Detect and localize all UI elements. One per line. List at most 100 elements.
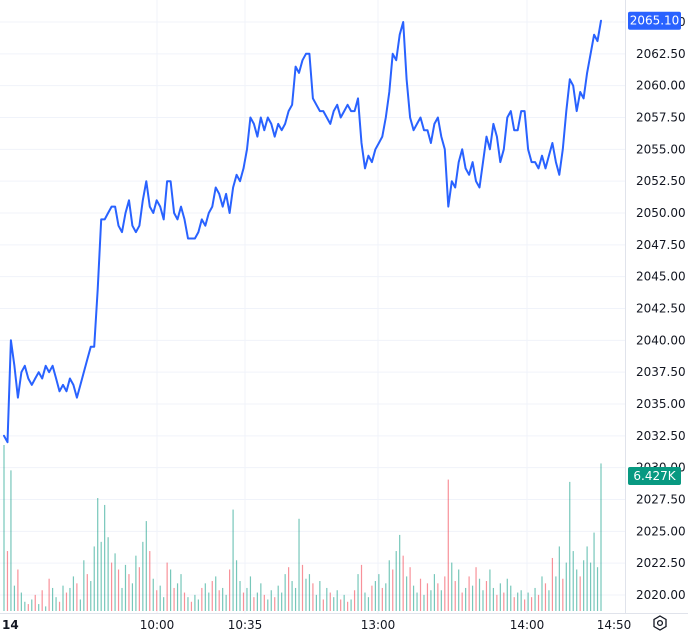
volume-bar <box>204 583 206 611</box>
volume-bar <box>97 498 99 611</box>
volume-bar <box>3 445 5 611</box>
volume-bar <box>419 578 422 611</box>
volume-bar <box>593 532 595 611</box>
price-tick-label: 2025.00 <box>636 524 686 538</box>
last-price-label: 2065.10 <box>630 14 680 28</box>
volume-bar <box>555 576 557 611</box>
volume-bar <box>527 592 529 611</box>
volume-bar <box>530 597 533 611</box>
volume-bar <box>131 583 134 611</box>
volume-bar <box>24 601 26 611</box>
volume-bar <box>336 590 338 611</box>
volume-bar <box>454 581 456 611</box>
price-tick-label: 2040.00 <box>636 333 686 347</box>
volume-bar <box>322 599 324 611</box>
price-tick-label: 2042.50 <box>636 302 686 316</box>
volume-bar <box>142 541 144 611</box>
volume-bar <box>412 585 415 611</box>
volume-bar <box>281 592 283 611</box>
volume-bar <box>426 583 429 611</box>
volume-bar <box>423 594 425 611</box>
volume-bar <box>329 592 331 611</box>
price-tick-label: 2060.00 <box>636 79 686 93</box>
time-axis[interactable]: 14 10:00 10:35 13:00 14:00 14:50 <box>2 618 631 632</box>
volume-bar <box>392 569 394 611</box>
price-tick-label: 2035.00 <box>636 397 686 411</box>
volume-bar <box>301 564 304 611</box>
volume-bar <box>58 601 61 611</box>
volume-bar <box>437 583 439 611</box>
price-tick-label: 2027.50 <box>636 493 686 507</box>
volume-bar <box>572 551 574 611</box>
volume-bar <box>267 599 269 611</box>
volume-bar <box>596 567 599 611</box>
volume-bar <box>190 601 193 611</box>
volume-bar <box>93 546 95 611</box>
volume-bar <box>579 576 581 611</box>
volume-bar <box>499 583 501 611</box>
price-axis[interactable]: 2020.002022.502025.002027.502030.002032.… <box>636 15 686 602</box>
volume-bar <box>444 576 446 611</box>
volume-bar <box>38 604 40 611</box>
volume-bar <box>503 592 505 611</box>
volume-bar <box>489 569 491 611</box>
volume-bar <box>510 585 512 611</box>
volume-bar <box>256 592 258 611</box>
volume-bar <box>517 592 519 611</box>
volume-bar <box>367 597 370 611</box>
volume-bar <box>152 578 154 611</box>
volume-bar <box>350 599 352 611</box>
volume-bar <box>357 574 359 611</box>
volume-bar <box>319 581 321 611</box>
price-tick-label: 2047.50 <box>636 238 686 252</box>
volume-bar <box>263 594 265 611</box>
volume-bar <box>371 585 373 611</box>
chart-settings-button[interactable] <box>650 613 670 633</box>
price-tick-label: 2050.00 <box>636 206 686 220</box>
volume-bar <box>409 567 411 611</box>
volume-bar <box>215 576 217 611</box>
volume-bar <box>173 587 175 611</box>
volume-bar <box>274 597 276 611</box>
volume-bar <box>326 587 328 611</box>
volume-bar <box>55 597 57 611</box>
volume-bar <box>72 576 75 611</box>
volume-bar <box>468 576 470 611</box>
volume-bar <box>197 599 199 611</box>
volume-bar <box>534 587 536 611</box>
volume-bar <box>558 546 560 611</box>
volume-bar <box>6 551 9 611</box>
volume-bar <box>461 592 463 611</box>
volume-bar <box>537 594 540 611</box>
volume-bar <box>187 597 189 611</box>
time-tick-label: 13:00 <box>361 618 396 632</box>
volume-bar <box>253 597 255 611</box>
volume-bar <box>551 557 554 611</box>
volume-bar <box>159 585 161 611</box>
volume-bar <box>211 581 213 611</box>
volume-bar <box>62 585 64 611</box>
volume-bar <box>364 592 366 611</box>
last-volume-label: 6.427K <box>633 469 676 483</box>
price-tick-label: 2045.00 <box>636 270 686 284</box>
volume-bar <box>440 590 442 611</box>
price-tick-label: 2052.50 <box>636 174 686 188</box>
volume-bar <box>478 578 481 611</box>
volume-bar <box>312 583 314 611</box>
price-tick-label: 2020.00 <box>636 588 686 602</box>
volume-bar <box>229 569 231 611</box>
volume-bar <box>385 583 387 611</box>
volume-bar <box>145 521 147 611</box>
volume-bar <box>458 569 460 611</box>
volume-bar <box>225 594 227 611</box>
volume-bar <box>128 574 130 611</box>
volume-bar <box>10 470 12 611</box>
volume-bar <box>353 590 356 611</box>
volume-bar <box>79 599 81 611</box>
volume-bars <box>3 445 602 611</box>
volume-bar <box>163 597 165 611</box>
volume-bar <box>242 592 245 611</box>
volume-bar <box>31 599 33 611</box>
volume-bar <box>333 597 335 611</box>
